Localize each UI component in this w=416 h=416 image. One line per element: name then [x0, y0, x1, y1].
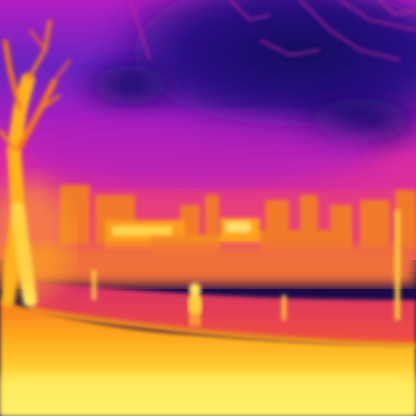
road-edge — [29, 307, 416, 348]
tree-glow — [0, 180, 70, 300]
grass-bright — [0, 375, 416, 416]
road — [30, 280, 416, 345]
poles — [92, 210, 400, 320]
pedestrian — [188, 283, 202, 326]
midground — [0, 245, 416, 285]
violet-haze — [20, 115, 380, 185]
branches-top — [129, 0, 416, 61]
dark-cloud-left — [70, 50, 190, 120]
